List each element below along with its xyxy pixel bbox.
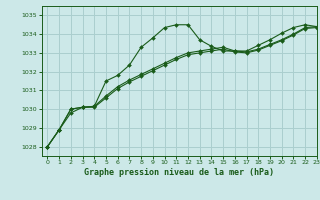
X-axis label: Graphe pression niveau de la mer (hPa): Graphe pression niveau de la mer (hPa) [84, 168, 274, 177]
